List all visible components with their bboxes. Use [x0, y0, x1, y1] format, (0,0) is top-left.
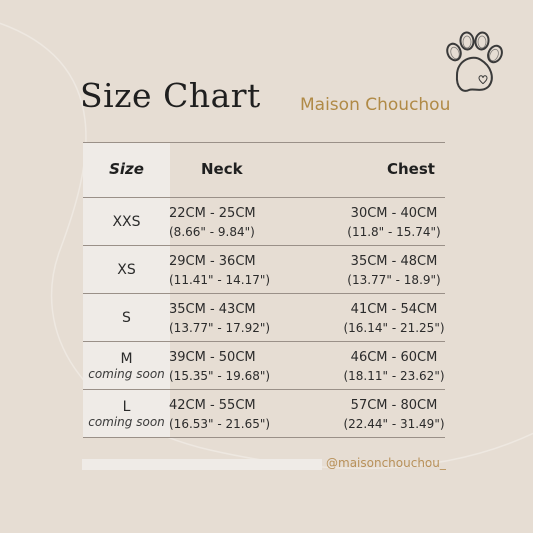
- neck-cell: 22CM - 25CM (8.66" - 9.84"): [169, 205, 293, 241]
- neck-inches: (15.35" - 19.68"): [169, 369, 271, 383]
- neck-inches: (11.41" - 14.17"): [169, 273, 271, 287]
- neck-cm: 29CM - 36CM: [169, 254, 256, 269]
- chest-cm: 57CM - 80CM: [350, 398, 438, 413]
- neck-cell: 39CM - 50CM (15.35" - 19.68"): [169, 349, 293, 385]
- page-title: Size Chart: [80, 76, 261, 115]
- neck-cell: 29CM - 36CM (11.41" - 14.17"): [169, 253, 293, 289]
- neck-inches: (16.53" - 21.65"): [169, 417, 271, 431]
- table-header: Size Neck Chest: [83, 142, 445, 198]
- header-size: Size: [109, 160, 144, 178]
- availability-note: coming soon: [88, 366, 165, 381]
- size-cell: XXS: [83, 198, 170, 245]
- neck-cm: 22CM - 25CM: [169, 206, 256, 221]
- chest-inches: (18.11" - 23.62"): [343, 369, 445, 383]
- chest-cell: 41CM - 54CM (16.14" - 21.25"): [338, 301, 450, 337]
- chest-cell: 30CM - 40CM (11.8" - 15.74"): [338, 205, 450, 241]
- brand-name: Maison Chouchou: [300, 95, 451, 115]
- table-row: L coming soon 42CM - 55CM (16.53" - 21.6…: [83, 390, 445, 438]
- chest-cm: 35CM - 48CM: [350, 254, 438, 269]
- chest-inches: (16.14" - 21.25"): [343, 321, 445, 335]
- size-cell-background: [83, 198, 170, 245]
- chest-cm: 41CM - 54CM: [350, 302, 438, 317]
- size-cell: XS: [83, 246, 170, 293]
- size-cell: L coming soon: [83, 390, 170, 437]
- header-chest: Chest: [387, 160, 435, 178]
- table-row: XS 29CM - 36CM (11.41" - 14.17") 35CM - …: [83, 246, 445, 294]
- size-label: L: [122, 398, 131, 415]
- header-neck: Neck: [201, 160, 243, 178]
- footer-bar: [82, 459, 322, 470]
- table-row: M coming soon 39CM - 50CM (15.35" - 19.6…: [83, 342, 445, 390]
- chest-cell: 46CM - 60CM (18.11" - 23.62"): [338, 349, 450, 385]
- paw-icon: [446, 31, 503, 92]
- neck-cm: 39CM - 50CM: [169, 350, 256, 365]
- size-cell-background: [83, 342, 170, 389]
- size-table: Size Neck Chest XXS 22CM - 25CM (8.66" -…: [83, 142, 445, 438]
- size-cell-background: [83, 246, 170, 293]
- size-column-background: [83, 143, 170, 197]
- size-label: XS: [117, 261, 136, 278]
- chest-cell: 57CM - 80CM (22.44" - 31.49"): [338, 397, 450, 433]
- neck-inches: (8.66" - 9.84"): [169, 225, 255, 239]
- chest-cell: 35CM - 48CM (13.77" - 18.9"): [338, 253, 450, 289]
- chest-inches: (11.8" - 15.74"): [347, 225, 441, 239]
- table-row: XXS 22CM - 25CM (8.66" - 9.84") 30CM - 4…: [83, 198, 445, 246]
- size-cell-background: [83, 390, 170, 437]
- chest-inches: (13.77" - 18.9"): [347, 273, 441, 287]
- size-cell: S: [83, 294, 170, 341]
- size-cell: M coming soon: [83, 342, 170, 389]
- neck-cell: 42CM - 55CM (16.53" - 21.65"): [169, 397, 293, 433]
- neck-cell: 35CM - 43CM (13.77" - 17.92"): [169, 301, 293, 337]
- size-cell-background: [83, 294, 170, 341]
- chest-cm: 30CM - 40CM: [350, 206, 438, 221]
- size-label: M: [120, 350, 133, 367]
- social-handle: @maisonchouchou_: [326, 456, 446, 470]
- size-label: XXS: [112, 213, 141, 230]
- neck-cm: 42CM - 55CM: [169, 398, 256, 413]
- chest-cm: 46CM - 60CM: [350, 350, 438, 365]
- neck-inches: (13.77" - 17.92"): [169, 321, 271, 335]
- availability-note: coming soon: [88, 414, 165, 429]
- size-label: S: [122, 309, 131, 326]
- table-row: S 35CM - 43CM (13.77" - 17.92") 41CM - 5…: [83, 294, 445, 342]
- chest-inches: (22.44" - 31.49"): [343, 417, 445, 431]
- neck-cm: 35CM - 43CM: [169, 302, 256, 317]
